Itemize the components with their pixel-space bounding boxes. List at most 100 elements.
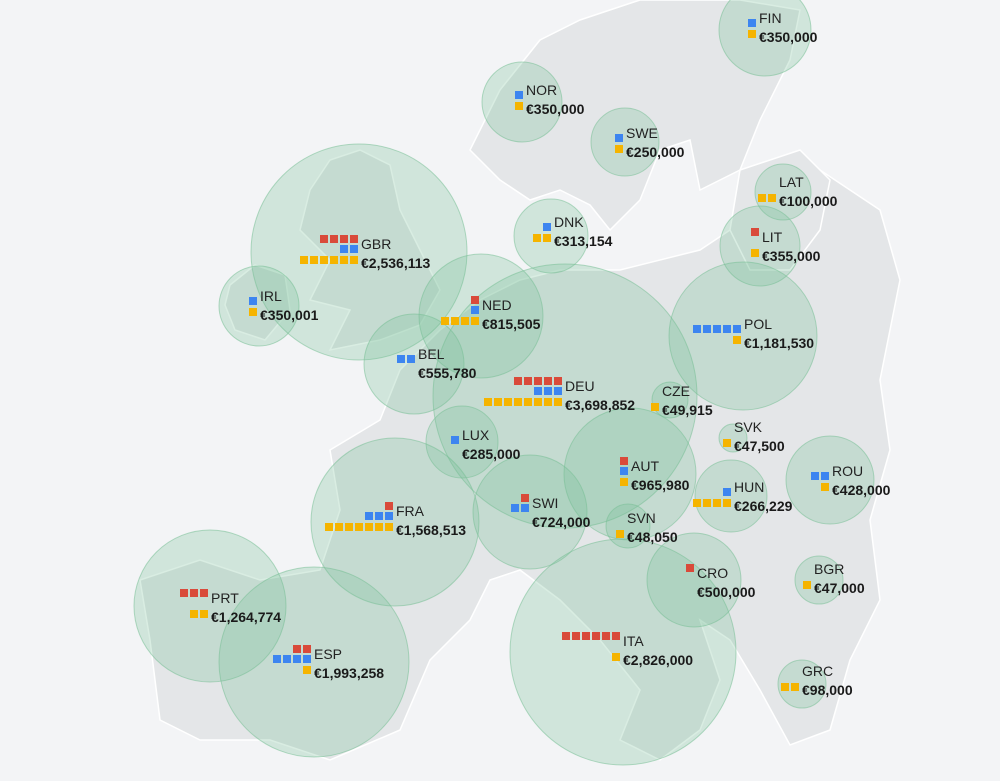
funding-amount: €250,000 <box>626 144 685 160</box>
funding-amount: €500,000 <box>697 584 756 600</box>
red-square <box>686 564 694 572</box>
funding-amount: €47,500 <box>734 438 785 454</box>
bubble-pol <box>668 261 818 411</box>
yellow-square <box>471 317 479 325</box>
funding-amount: €1,264,774 <box>211 609 281 625</box>
country-code: SVK <box>734 419 763 435</box>
country-code: BEL <box>418 346 445 362</box>
funding-amount: €1,181,530 <box>744 335 814 351</box>
country-code: PRT <box>211 590 239 606</box>
yellow-square <box>554 398 562 406</box>
bubble-bgr <box>794 555 844 605</box>
blue-square <box>350 245 358 253</box>
blue-square <box>554 387 562 395</box>
yellow-square <box>693 499 701 507</box>
yellow-square <box>249 308 257 316</box>
yellow-square <box>335 523 343 531</box>
country-code: AUT <box>631 458 659 474</box>
blue-square <box>293 655 301 663</box>
red-square <box>751 228 759 236</box>
funding-amount: €285,000 <box>462 446 521 462</box>
bubble-fra <box>310 437 480 607</box>
country-code: LUX <box>462 427 490 443</box>
country-label-esp: ESP €1,993,258 <box>273 645 384 681</box>
country-code: SVN <box>627 510 656 526</box>
red-square <box>572 632 580 640</box>
yellow-square <box>713 499 721 507</box>
bubble-gbr <box>250 143 468 361</box>
blue-square <box>303 655 311 663</box>
blue-square <box>703 325 711 333</box>
yellow-square <box>803 581 811 589</box>
red-square <box>200 589 208 597</box>
funding-amount: €1,568,513 <box>396 522 466 538</box>
funding-amount: €2,536,113 <box>361 255 431 271</box>
country-code: NOR <box>526 82 557 98</box>
bubble-swe <box>590 107 660 177</box>
yellow-square <box>494 398 502 406</box>
country-label-deu: DEU €3,698,852 <box>484 377 635 413</box>
country-label-dnk: DNK €313,154 <box>533 214 613 249</box>
yellow-square <box>325 523 333 531</box>
yellow-square <box>320 256 328 264</box>
yellow-square <box>365 523 373 531</box>
country-code: BGR <box>814 561 844 577</box>
country-code: FRA <box>396 503 425 519</box>
country-code: ROU <box>832 463 863 479</box>
funding-amount: €724,000 <box>532 514 591 530</box>
red-square <box>562 632 570 640</box>
funding-amount: €350,000 <box>759 29 818 45</box>
country-label-swi: SWI €724,000 <box>511 494 591 530</box>
funding-amount: €355,000 <box>762 248 821 264</box>
country-label-fra: FRA €1,568,513 <box>325 502 466 538</box>
red-square <box>544 377 552 385</box>
red-square <box>350 235 358 243</box>
red-square <box>612 632 620 640</box>
yellow-square <box>768 194 776 202</box>
country-label-svk: SVK €47,500 <box>723 419 785 454</box>
yellow-square <box>355 523 363 531</box>
country-label-irl: IRL €350,001 <box>249 288 319 323</box>
yellow-square <box>504 398 512 406</box>
country-code: GRC <box>802 663 833 679</box>
red-square <box>180 589 188 597</box>
red-square <box>385 502 393 510</box>
red-square <box>330 235 338 243</box>
bubble-swi <box>472 454 588 570</box>
country-label-svn: SVN €48,050 <box>616 510 678 545</box>
bubble-grc <box>777 659 827 709</box>
blue-square <box>471 306 479 314</box>
country-code: ITA <box>623 633 644 649</box>
country-code: FIN <box>759 10 782 26</box>
yellow-square <box>748 30 756 38</box>
country-code: ESP <box>314 646 342 662</box>
yellow-square <box>620 478 628 486</box>
yellow-square <box>375 523 383 531</box>
bubble-lat <box>754 163 812 221</box>
red-square <box>534 377 542 385</box>
funding-amount: €350,001 <box>260 307 319 323</box>
yellow-square <box>791 683 799 691</box>
country-code: LAT <box>779 174 804 190</box>
funding-amount: €3,698,852 <box>565 397 635 413</box>
yellow-square <box>515 102 523 110</box>
country-label-nor: NOR €350,000 <box>515 82 585 117</box>
country-code: CRO <box>697 565 728 581</box>
yellow-square <box>461 317 469 325</box>
bubble-aut <box>563 407 697 541</box>
country-code: SWI <box>532 495 558 511</box>
red-square <box>303 645 311 653</box>
red-square <box>554 377 562 385</box>
funding-amount: €815,505 <box>482 316 541 332</box>
blue-square <box>543 223 551 231</box>
yellow-square <box>723 439 731 447</box>
blue-square <box>713 325 721 333</box>
country-label-aut: AUT €965,980 <box>620 457 690 493</box>
yellow-square <box>733 336 741 344</box>
blue-square <box>821 472 829 480</box>
yellow-square <box>533 234 541 242</box>
yellow-square <box>441 317 449 325</box>
country-label-gbr: GBR €2,536,113 <box>300 235 431 271</box>
yellow-square <box>340 256 348 264</box>
country-label-ned: NED €815,505 <box>441 296 541 332</box>
